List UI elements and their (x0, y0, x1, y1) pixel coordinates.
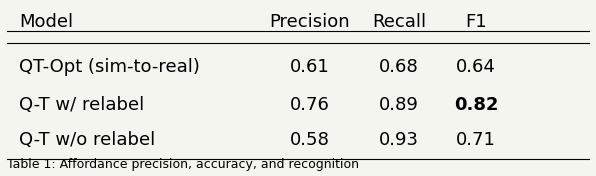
Text: 0.64: 0.64 (456, 58, 496, 76)
Text: F1: F1 (465, 13, 487, 31)
Text: 0.89: 0.89 (379, 96, 419, 114)
Text: Model: Model (19, 13, 73, 31)
Text: Q-T w/ relabel: Q-T w/ relabel (19, 96, 144, 114)
Text: 0.71: 0.71 (456, 131, 496, 149)
Text: 0.76: 0.76 (290, 96, 330, 114)
Text: 0.58: 0.58 (290, 131, 330, 149)
Text: Table 1: Affordance precision, accuracy, and recognition: Table 1: Affordance precision, accuracy,… (7, 158, 359, 171)
Text: 0.61: 0.61 (290, 58, 330, 76)
Text: Q-T w/o relabel: Q-T w/o relabel (19, 131, 156, 149)
Text: 0.68: 0.68 (379, 58, 419, 76)
Text: Recall: Recall (372, 13, 426, 31)
Text: 0.93: 0.93 (379, 131, 419, 149)
Text: Precision: Precision (269, 13, 350, 31)
Text: 0.82: 0.82 (454, 96, 498, 114)
Text: QT-Opt (sim-to-real): QT-Opt (sim-to-real) (19, 58, 200, 76)
